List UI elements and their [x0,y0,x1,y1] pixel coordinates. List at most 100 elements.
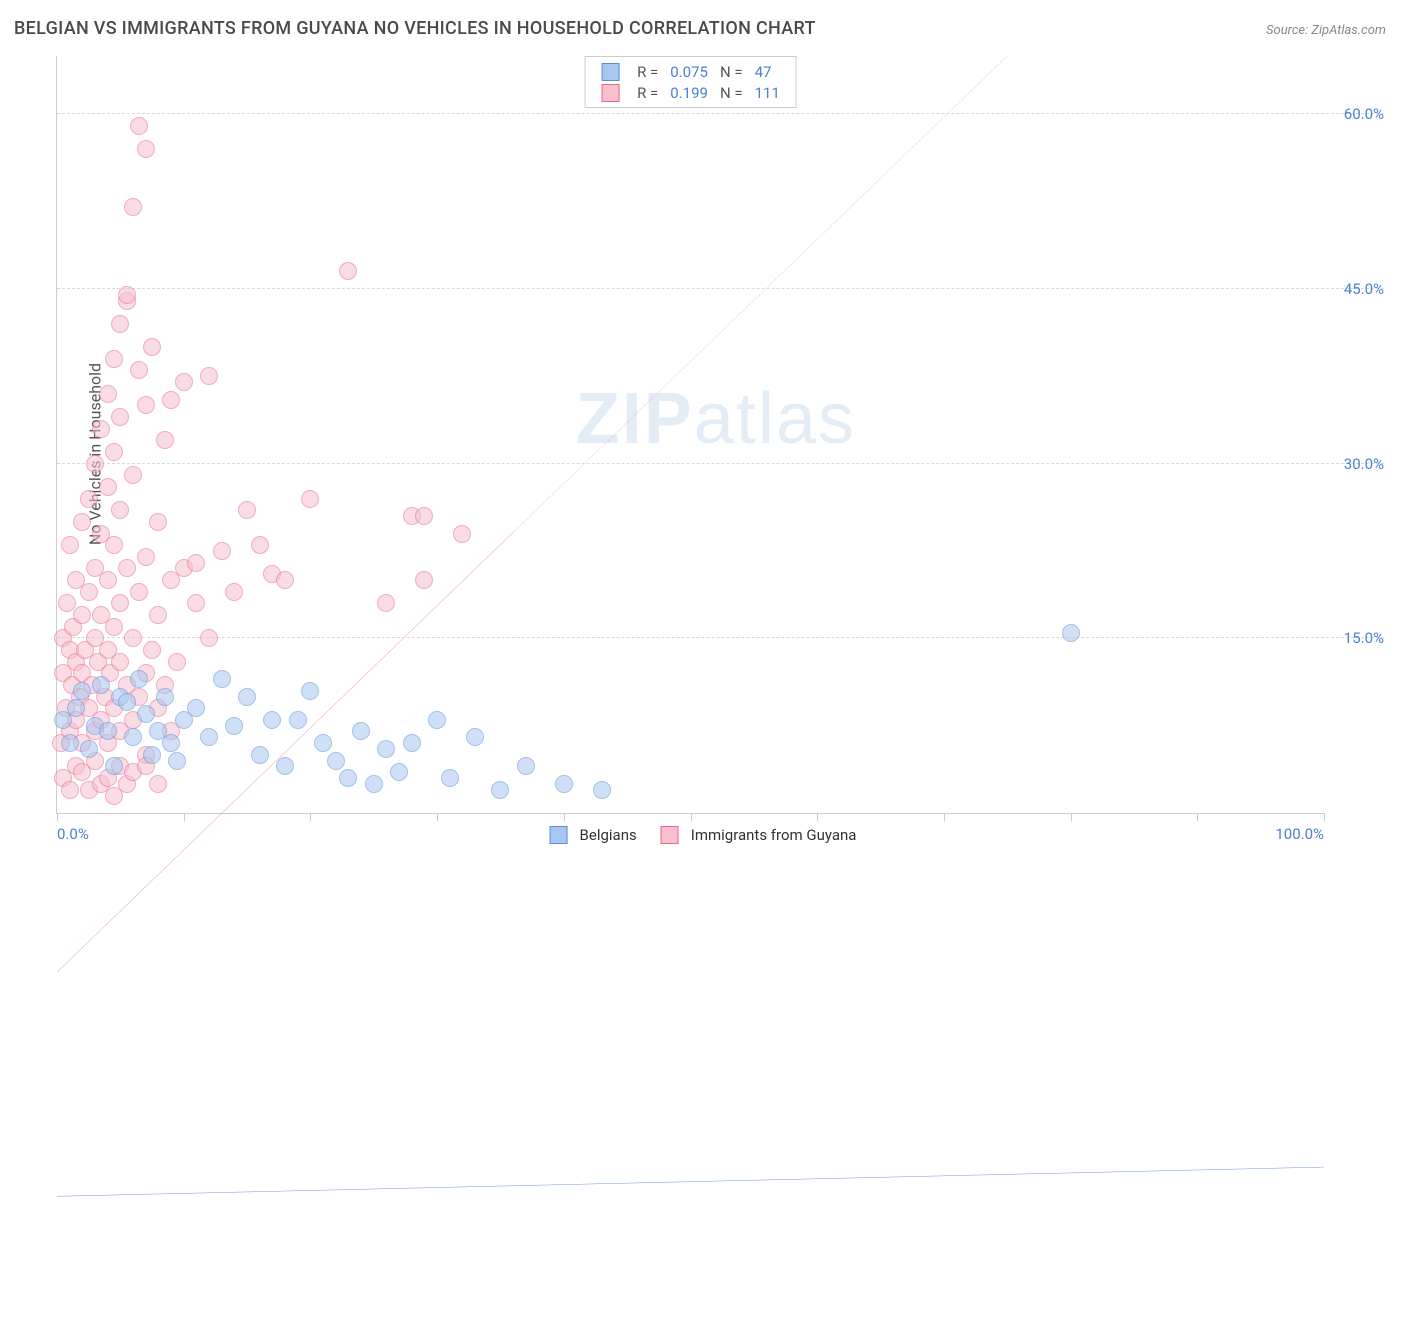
n-value-guyana: 111 [749,82,786,103]
data-point-belgians [124,728,142,746]
data-point-guyana [162,391,180,409]
swatch-belgians [550,826,568,844]
data-point-guyana [80,490,98,508]
data-point-belgians [225,717,243,735]
x-tick [310,813,311,821]
data-point-guyana [238,501,256,519]
x-tick [437,813,438,821]
r-label: R = [631,61,664,82]
data-point-belgians [251,746,269,764]
data-point-guyana [73,606,91,624]
data-point-guyana [124,629,142,647]
data-point-belgians [143,746,161,764]
gridline [57,463,1384,464]
data-point-guyana [73,513,91,531]
x-tick [1324,813,1325,821]
data-point-guyana [58,594,76,612]
data-point-guyana [111,653,129,671]
data-point-belgians [555,775,573,793]
data-point-belgians [491,781,509,799]
data-point-guyana [111,501,129,519]
data-point-guyana [143,338,161,356]
data-point-guyana [105,350,123,368]
data-point-guyana [187,554,205,572]
gridline [57,288,1384,289]
data-point-belgians [156,688,174,706]
data-point-belgians [428,711,446,729]
data-point-guyana [339,262,357,280]
data-point-belgians [403,734,421,752]
data-point-guyana [118,559,136,577]
data-point-guyana [251,536,269,554]
x-tick [944,813,945,821]
x-tick [57,813,58,821]
data-point-guyana [149,606,167,624]
r-value-belgians: 0.075 [664,61,714,82]
data-point-guyana [99,478,117,496]
x-tick [1197,813,1198,821]
series-legend: Belgians Immigrants from Guyana [550,826,857,844]
data-point-belgians [73,682,91,700]
data-point-guyana [168,653,186,671]
data-point-guyana [137,396,155,414]
data-point-guyana [105,536,123,554]
data-point-belgians [517,757,535,775]
data-point-belgians [162,734,180,752]
stats-row-guyana: R = 0.199 N = 111 [595,82,786,103]
data-point-belgians [377,740,395,758]
data-point-guyana [453,525,471,543]
n-label: N = [714,61,749,82]
data-point-belgians [187,699,205,717]
data-point-guyana [124,466,142,484]
data-point-guyana [149,775,167,793]
data-point-guyana [130,361,148,379]
data-point-guyana [124,198,142,216]
data-point-guyana [137,548,155,566]
x-tick [1071,813,1072,821]
data-point-belgians [92,676,110,694]
data-point-belgians [130,670,148,688]
chart-container: No Vehicles in Household ZIPatlas R = 0.… [14,56,1392,852]
y-tick-label: 45.0% [1344,280,1384,298]
r-value-guyana: 0.199 [664,82,714,103]
data-point-guyana [156,431,174,449]
data-point-belgians [1062,624,1080,642]
gridline [57,113,1384,114]
data-point-belgians [289,711,307,729]
r-label: R = [631,82,664,103]
stats-legend: R = 0.075 N = 47 R = 0.199 N = 111 [584,56,797,108]
data-point-belgians [263,711,281,729]
data-point-belgians [276,757,294,775]
source-credit: Source: ZipAtlas.com [1266,23,1386,38]
data-point-belgians [314,734,332,752]
data-point-guyana [99,571,117,589]
data-point-belgians [365,775,383,793]
n-value-belgians: 47 [749,61,786,82]
data-point-guyana [213,542,231,560]
data-point-belgians [80,740,98,758]
data-point-guyana [111,315,129,333]
data-point-guyana [99,385,117,403]
n-label: N = [714,82,749,103]
data-point-guyana [86,455,104,473]
data-point-guyana [415,507,433,525]
data-point-guyana [276,571,294,589]
data-point-belgians [352,722,370,740]
data-point-guyana [415,571,433,589]
data-point-guyana [200,629,218,647]
data-point-guyana [377,594,395,612]
data-point-belgians [118,693,136,711]
data-point-guyana [105,618,123,636]
data-point-guyana [149,513,167,531]
data-point-guyana [301,490,319,508]
data-point-belgians [61,734,79,752]
x-tick-label: 0.0% [57,825,89,843]
data-point-belgians [67,699,85,717]
x-tick-label: 100.0% [1275,825,1324,843]
data-point-guyana [105,443,123,461]
watermark: ZIPatlas [576,378,856,460]
legend-item-belgians: Belgians [550,826,637,844]
data-point-belgians [200,728,218,746]
data-point-belgians [301,682,319,700]
data-point-belgians [137,705,155,723]
